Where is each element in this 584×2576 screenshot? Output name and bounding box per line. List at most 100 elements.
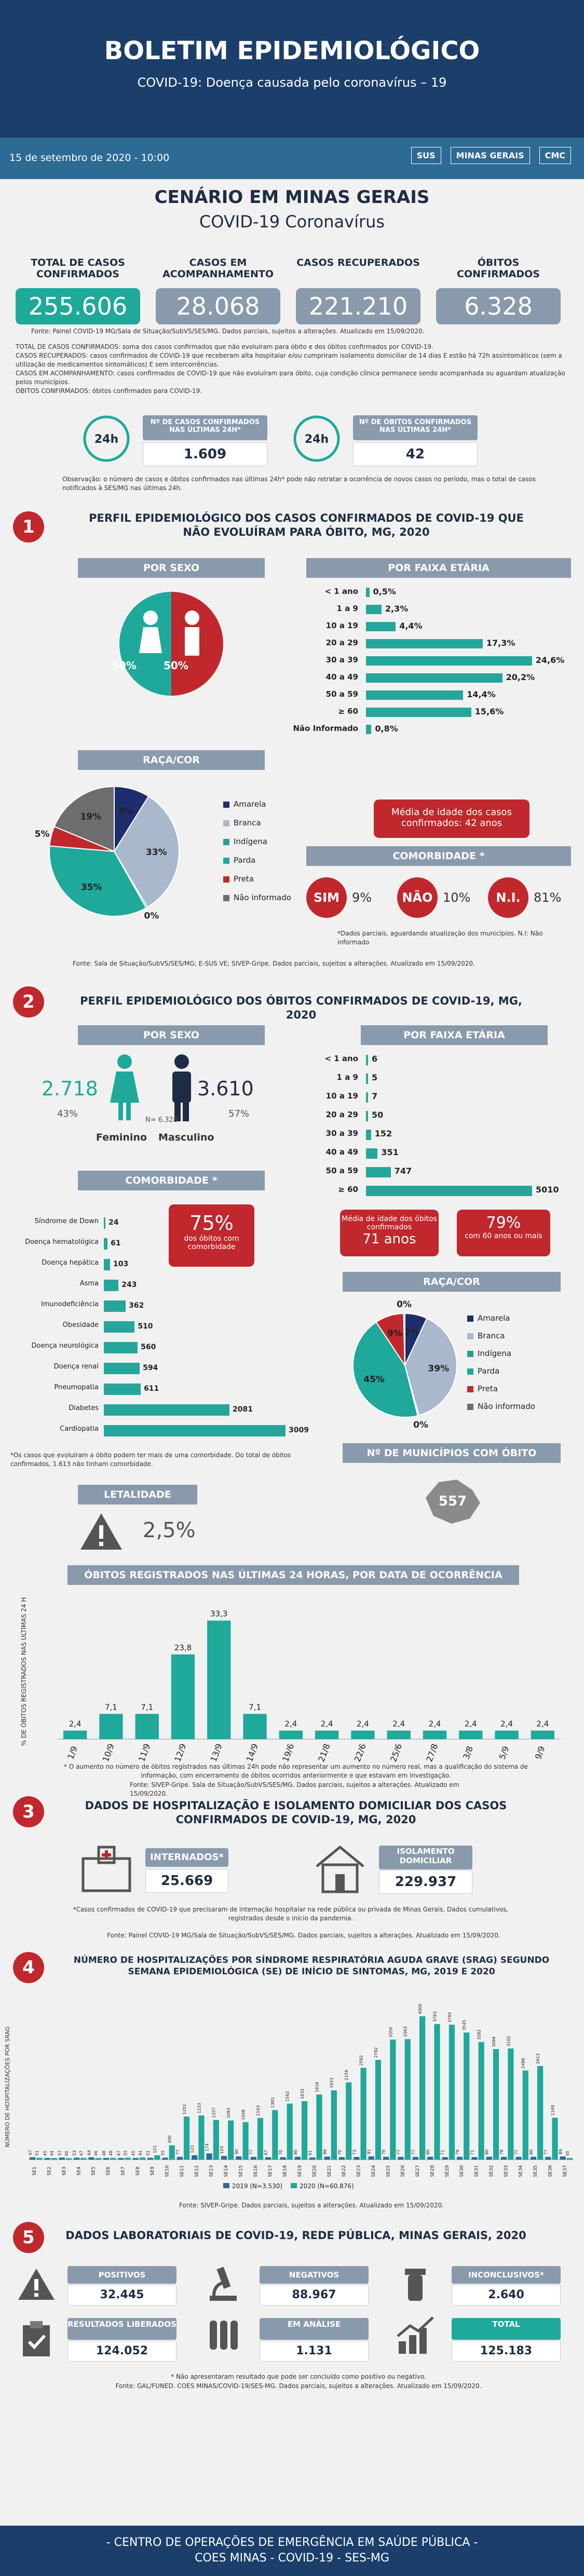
bar xyxy=(351,1730,375,1739)
legend-item: Indígena xyxy=(467,1349,511,1358)
age-value: 7 xyxy=(372,1091,378,1101)
tick-label: SE18 xyxy=(283,2165,288,2177)
note-line: ÓBITOS CONFIRMADOS: óbitos confirmados p… xyxy=(16,387,202,395)
legend-swatch xyxy=(223,2183,229,2188)
bar-label: 47 xyxy=(116,2151,121,2156)
cases-24h-label: Nº DE CASOS CONFIRMADOS NAS ÚLTIMAS 24H* xyxy=(143,415,267,440)
card-label: CASOS EM ACOMPANHAMENTO xyxy=(162,257,274,280)
legend-label: Não informado xyxy=(478,1402,535,1411)
tick-label: SE30 xyxy=(459,2165,465,2177)
bar xyxy=(354,2157,360,2160)
bar-label: 80 xyxy=(529,2149,534,2154)
pie-slice xyxy=(352,1321,418,1418)
bar-label: 3084 xyxy=(492,2037,496,2047)
age-bar xyxy=(366,673,502,683)
bar-label: 44 xyxy=(50,2151,55,2156)
age-label: 20 a 29 xyxy=(325,638,358,647)
comorb-label: Síndrome de Down xyxy=(34,1217,99,1225)
bar-label: 2,4 xyxy=(321,1719,333,1729)
legend-swatch xyxy=(467,1333,473,1339)
age-value: 351 xyxy=(381,1147,399,1157)
deaths24-chart: % DE ÓBITOS REGISTRADOS NAS ÚLTIMAS 24 H… xyxy=(20,1597,561,1763)
legend-item: Não informado xyxy=(223,893,291,902)
bar-label: 45 xyxy=(43,2151,47,2156)
male-icon xyxy=(172,1054,191,1121)
bar-label: 89 xyxy=(559,2149,563,2154)
bar xyxy=(36,2158,43,2160)
s1-sex-fem-pct: 50% xyxy=(112,659,137,672)
age-label: 1 a 9 xyxy=(336,1073,358,1082)
bar-label: 71 xyxy=(441,2150,445,2155)
legend-swatch xyxy=(467,1403,473,1410)
bar xyxy=(287,2104,293,2160)
pie-label: 0% xyxy=(397,1299,412,1310)
age-value: 152 xyxy=(374,1129,392,1138)
age-value: 6 xyxy=(372,1054,378,1064)
s1-media-box: Média de idade dos casos confirmados: 42… xyxy=(374,799,529,838)
age-label: 40 a 49 xyxy=(325,672,358,682)
pie-label: 19% xyxy=(80,811,102,822)
bar xyxy=(207,1620,231,1739)
tick-label: SE26 xyxy=(401,2165,406,2177)
s2-fem-count: 2.718 xyxy=(42,1077,98,1100)
bar xyxy=(228,2120,234,2160)
comorb-pill: N.I. xyxy=(488,877,528,918)
comorb-value: 2081 xyxy=(233,1405,253,1414)
deaths-24h-value: 42 xyxy=(353,442,478,466)
legend-label: Indígena xyxy=(234,837,268,846)
s2-masc-count: 3.610 xyxy=(197,1077,254,1100)
section-5-number: 5 xyxy=(13,2222,44,2253)
comorb-value: 243 xyxy=(121,1281,137,1289)
bar xyxy=(346,2082,352,2160)
bar-label: 7,1 xyxy=(249,1702,261,1712)
s1-source: Fonte: Sala de Situação/SubVS/SES/MG; E-… xyxy=(73,960,475,967)
bar xyxy=(331,2090,337,2160)
bar xyxy=(99,1714,123,1739)
bar-label: 51 xyxy=(146,2150,151,2155)
bar-label: 3545 xyxy=(462,2020,467,2030)
age-value: 20,2% xyxy=(506,672,535,682)
bar-label: 79 xyxy=(382,2149,386,2154)
scenario-obs: Observação: o número de casos e óbitos c… xyxy=(62,476,536,492)
age-value: 24,6% xyxy=(535,655,565,665)
bar-label: 55 xyxy=(160,2150,165,2155)
comorb-bar xyxy=(104,1404,230,1416)
bar xyxy=(423,1730,447,1739)
tick-label: SE7 xyxy=(120,2166,126,2175)
section-1-number: 1 xyxy=(13,511,44,543)
tick-label: SE4 xyxy=(76,2166,82,2175)
footer-line-1: - CENTRO DE OPERAÇÕES DE EMERGÊNCIA EM S… xyxy=(106,2536,478,2549)
bar xyxy=(449,2025,455,2160)
warning-icon xyxy=(80,1513,122,1550)
age-label: 30 a 39 xyxy=(325,655,358,665)
bar-label: 3783 xyxy=(432,2011,437,2022)
bar-label: 2,4 xyxy=(284,1719,297,1729)
age-value: 0,8% xyxy=(375,724,398,734)
bar-label: 51 xyxy=(35,2150,39,2155)
comorb-bar xyxy=(104,1300,126,1312)
bar-label: 57 xyxy=(58,2150,62,2155)
tick-label: SE20 xyxy=(312,2165,317,2177)
tick-label: 19/6 xyxy=(280,1742,296,1763)
legend-swatch xyxy=(223,876,229,883)
note-line: TOTAL DE CASOS CONFIRMADOS: soma dos cas… xyxy=(16,343,433,350)
tick-label: SE27 xyxy=(415,2165,420,2177)
lab-label: TOTAL xyxy=(452,2318,561,2340)
bar-label: 67 xyxy=(28,2150,33,2155)
age-bar xyxy=(366,1130,371,1140)
tick-label: SE2 xyxy=(47,2166,52,2175)
bar xyxy=(139,2157,146,2160)
comorb-value: 510 xyxy=(138,1322,153,1331)
tick-label: 13/9 xyxy=(209,1742,224,1763)
s1-sex-header: POR SEXO xyxy=(78,558,265,578)
age-label: 10 a 19 xyxy=(325,1091,358,1101)
note-line: CASOS RECUPERADOS: casos confirmados de … xyxy=(16,352,562,368)
tick-label: SE31 xyxy=(474,2165,480,2177)
age-label: ≥ 60 xyxy=(338,707,358,716)
scenario-subtitle: COVID-19 Coronavírus xyxy=(199,212,385,232)
warning-icon xyxy=(18,2269,55,2300)
bar xyxy=(80,2158,87,2160)
legend-swatch xyxy=(223,838,229,845)
section-3-number: 3 xyxy=(13,1796,44,1827)
legend-item: Amarela xyxy=(223,799,266,809)
